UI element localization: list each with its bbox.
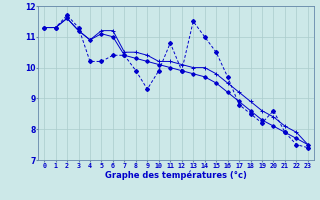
X-axis label: Graphe des températures (°c): Graphe des températures (°c) bbox=[105, 170, 247, 180]
